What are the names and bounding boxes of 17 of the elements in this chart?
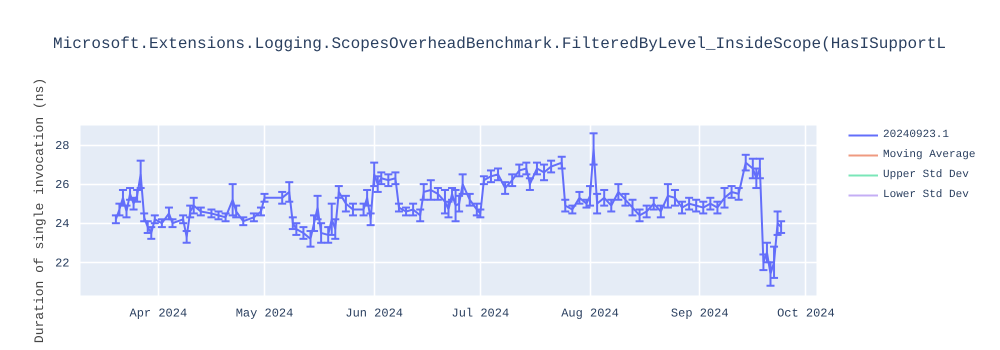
legend-label: Lower Std Dev — [883, 189, 969, 201]
x-tick-label: Jun 2024 — [345, 306, 403, 320]
y-tick-label: 22 — [55, 256, 70, 270]
chart-title: Microsoft.Extensions.Logging.ScopesOverheadBenchmark.FilteredByLevel_InsideScope(HasISupportL — [53, 34, 946, 55]
x-tick-label: May 2024 — [236, 306, 294, 320]
x-tick-label: Oct 2024 — [777, 306, 835, 320]
legend-label: 20240923.1 — [883, 129, 950, 141]
y-tick-label: 28 — [55, 139, 70, 154]
y-axis-title: Duration of single invocation (ns) — [32, 78, 48, 344]
legend-label: Upper Std Dev — [883, 169, 969, 181]
x-tick-label: Apr 2024 — [130, 306, 188, 320]
x-tick-label: Jul 2024 — [452, 306, 510, 320]
x-tick-label: Sep 2024 — [670, 306, 729, 320]
legend-label: Moving Average — [883, 149, 976, 161]
y-tick-label: 26 — [55, 178, 70, 192]
y-tick-label: 24 — [55, 217, 70, 232]
x-tick-label: Aug 2024 — [561, 306, 619, 320]
